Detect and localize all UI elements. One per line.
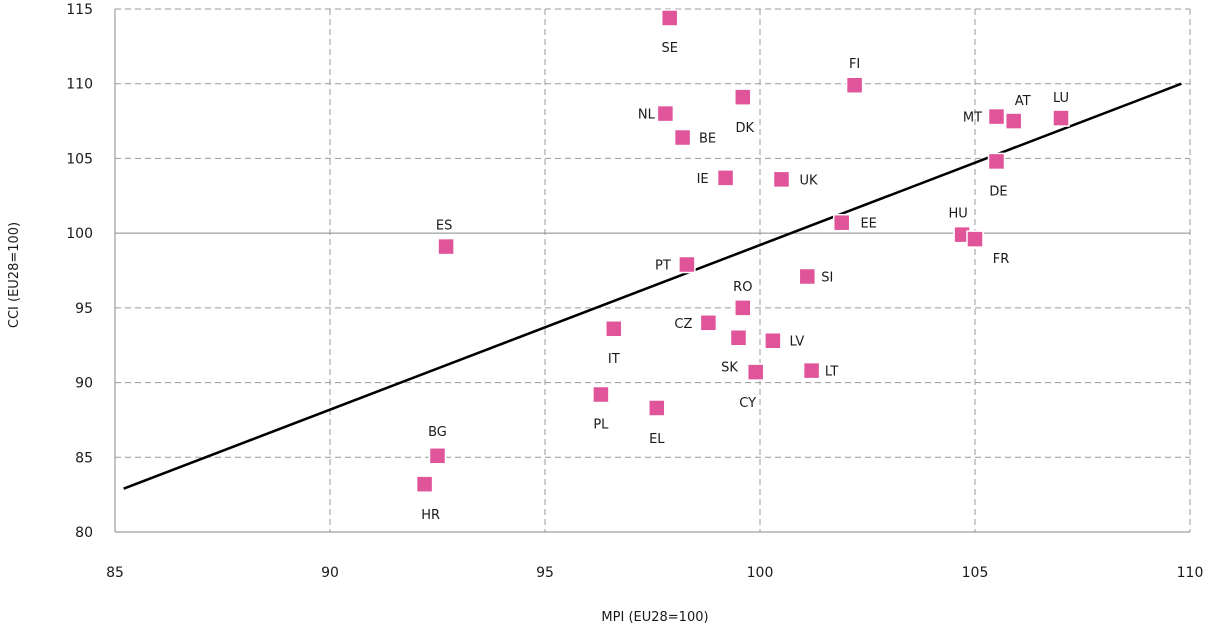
data-point-pl <box>592 385 610 404</box>
data-point-it <box>605 320 623 338</box>
point-label-lv: LV <box>790 335 805 350</box>
point-label-nl: NL <box>638 108 656 123</box>
point-label-ee: EE <box>860 217 876 232</box>
point-label-ro: RO <box>733 280 752 295</box>
point-label-fr: FR <box>993 252 1010 267</box>
data-point-cz <box>699 314 718 332</box>
data-point-de <box>987 152 1006 171</box>
data-point-be <box>673 128 692 147</box>
x-tick-label: 95 <box>536 565 554 581</box>
x-tick-label: 100 <box>747 565 774 581</box>
x-tick-label: 110 <box>1177 565 1204 581</box>
data-point-nl <box>656 104 675 123</box>
point-labels: SE FI DK NL BE MT AT LU DE IE UK EE HU FR ES PT SI RO CZ IT… <box>421 41 1069 523</box>
y-tick-label: 85 <box>75 450 93 466</box>
point-label-fi: FI <box>849 57 860 72</box>
data-point-pt <box>678 255 696 274</box>
point-label-bg: BG <box>428 425 447 440</box>
data-point-bg <box>428 447 447 465</box>
point-label-ie: IE <box>697 172 709 187</box>
point-label-it: IT <box>608 352 620 367</box>
point-label-be: BE <box>699 132 716 147</box>
x-tick-label: 105 <box>962 565 989 581</box>
point-label-cy: CY <box>739 396 756 411</box>
point-label-hr: HR <box>421 508 440 523</box>
grid-lines <box>115 8 1191 532</box>
data-point-el <box>648 399 666 417</box>
point-label-el: EL <box>649 432 665 447</box>
data-point-dk <box>734 88 752 106</box>
point-label-pt: PT <box>655 259 671 274</box>
data-point-fr <box>966 230 984 248</box>
y-tick-label: 90 <box>75 376 93 392</box>
point-label-uk: UK <box>799 173 818 188</box>
point-label-cz: CZ <box>674 317 692 332</box>
point-label-si: SI <box>821 270 833 285</box>
data-point-lt <box>802 361 821 380</box>
y-tick-label: 105 <box>66 151 93 167</box>
point-label-at: AT <box>1015 94 1031 109</box>
x-tick-label: 90 <box>321 565 339 581</box>
y-axis-title: CCI (EU28=100) <box>7 222 22 328</box>
data-point-ro <box>734 299 752 317</box>
y-tick-label: 80 <box>75 525 93 541</box>
y-tick-label: 115 <box>66 2 93 18</box>
point-label-es: ES <box>436 219 452 234</box>
point-label-hu: HU <box>948 207 967 222</box>
data-point-uk <box>772 170 791 189</box>
point-label-se: SE <box>661 41 677 56</box>
data-point-sk <box>729 328 748 347</box>
data-point-lu <box>1052 109 1070 127</box>
data-point-fi <box>845 76 864 94</box>
data-point-cy <box>746 363 765 381</box>
point-label-lu: LU <box>1053 91 1069 106</box>
trendline <box>123 82 1182 490</box>
tick-labels: 80 85 90 95 100 105 110 115 85 90 95 100 105 110 <box>66 2 1203 581</box>
point-label-lt: LT <box>825 365 838 380</box>
data-point-mt <box>987 107 1006 126</box>
y-tick-label: 95 <box>75 301 93 317</box>
y-tick-label: 100 <box>66 226 93 242</box>
y-tick-label: 110 <box>66 77 93 93</box>
data-point-lv <box>764 331 782 350</box>
x-axis-title: MPI (EU28=100) <box>601 610 708 625</box>
data-point-hr <box>415 475 434 493</box>
data-point-es <box>437 237 455 256</box>
axes <box>114 9 1190 533</box>
point-label-pl: PL <box>593 418 609 433</box>
point-label-mt: MT <box>963 111 982 126</box>
data-points <box>415 9 1070 493</box>
point-label-dk: DK <box>736 121 755 136</box>
data-point-se <box>660 9 679 27</box>
point-label-sk: SK <box>721 361 738 376</box>
data-point-ee <box>832 213 851 232</box>
data-point-ie <box>716 169 735 187</box>
x-tick-label: 85 <box>106 565 124 581</box>
point-label-de: DE <box>989 184 1007 199</box>
data-point-si <box>798 267 817 286</box>
data-point-at <box>1004 112 1023 130</box>
trendline-group <box>123 82 1182 490</box>
